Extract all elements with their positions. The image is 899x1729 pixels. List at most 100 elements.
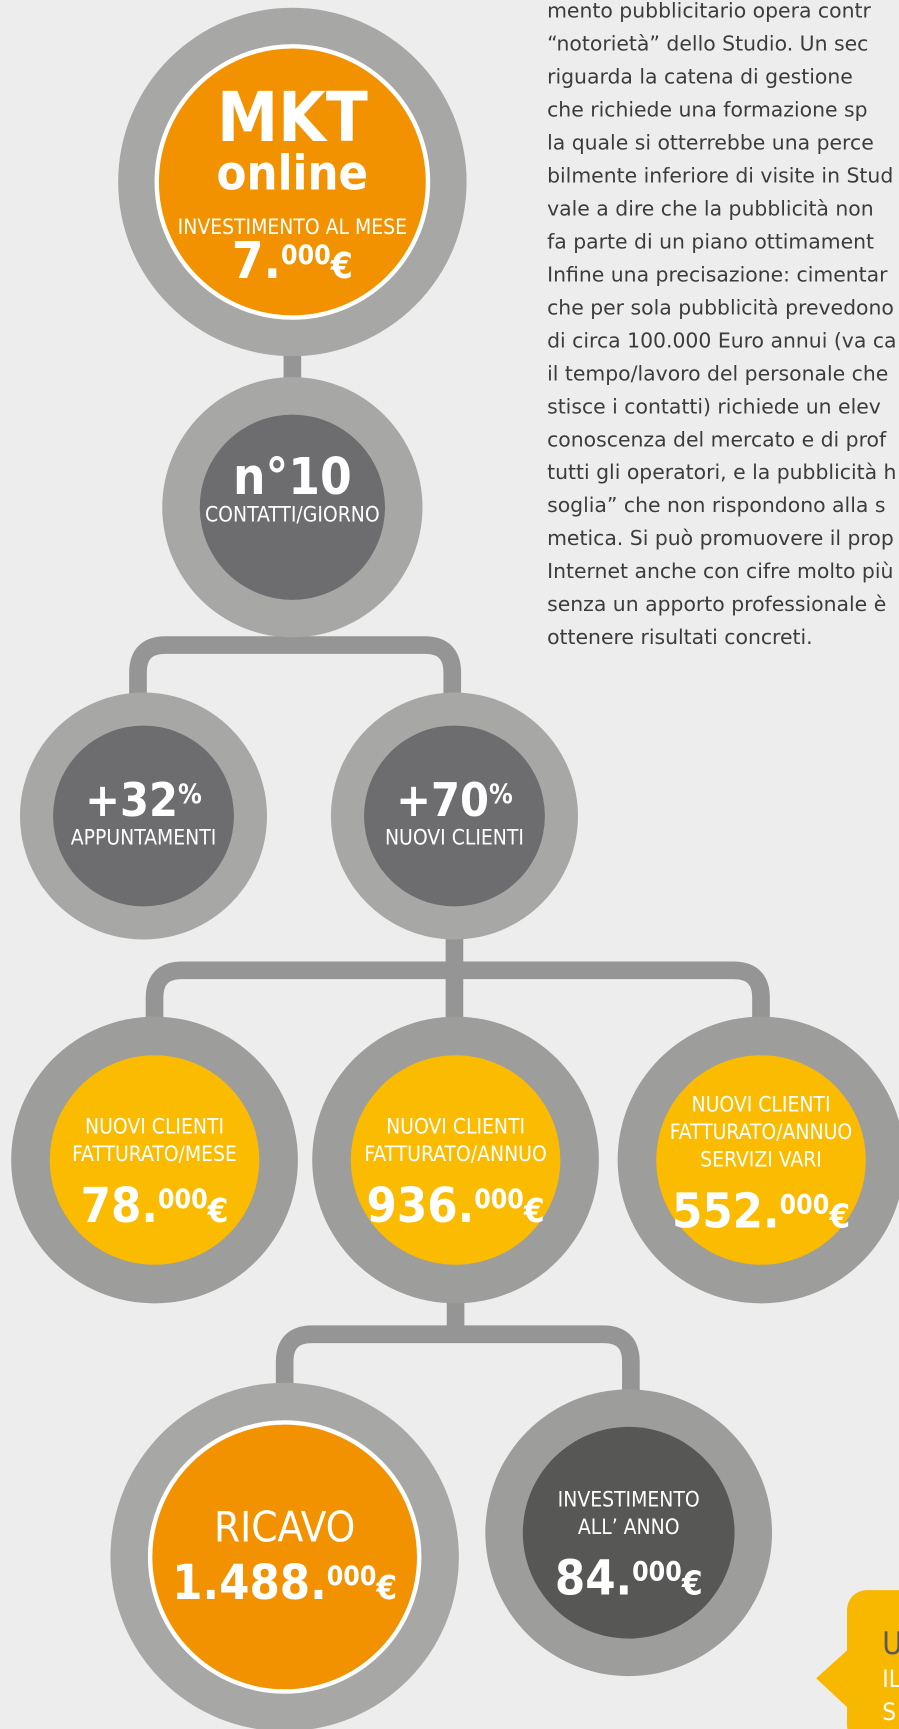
text-part: € bbox=[523, 1191, 545, 1230]
node-inner bbox=[522, 1426, 735, 1639]
paragraph-line: riguarda la catena di gestione bbox=[547, 65, 853, 89]
node-text: +70% bbox=[396, 773, 513, 827]
text-part: INVESTIMENTO bbox=[558, 1487, 700, 1511]
text-part: 000 bbox=[158, 1183, 208, 1214]
node-text: INVESTIMENTO bbox=[558, 1487, 700, 1511]
node-text: INVESTIMENTO AL MESE bbox=[178, 215, 407, 239]
node-text: SERVIZI VARI bbox=[700, 1148, 822, 1172]
node-inner bbox=[49, 1055, 260, 1265]
node-text: 552.000€ bbox=[672, 1183, 850, 1239]
text-part: FATTURATO/ANNUO bbox=[364, 1142, 546, 1166]
text-part: 000 bbox=[281, 240, 331, 271]
text-part: 84. bbox=[555, 1550, 632, 1606]
node-text: n°10 bbox=[233, 447, 352, 506]
callout-line: IL bbox=[882, 1664, 899, 1693]
text-part: € bbox=[375, 1568, 397, 1607]
text-part: NUOVI CLIENTI bbox=[692, 1093, 831, 1117]
node-text: MKT bbox=[217, 79, 368, 158]
paragraph-line: mento pubblicitario opera contr bbox=[547, 0, 871, 23]
node-inner bbox=[147, 1420, 422, 1694]
text-part: +32 bbox=[85, 773, 178, 827]
paragraph-line: Internet anche con cifre molto più bbox=[547, 559, 893, 583]
node-text: FATTURATO/MESE bbox=[72, 1142, 237, 1166]
text-part: 000 bbox=[780, 1189, 830, 1220]
text-part: FATTURATO/MESE bbox=[72, 1142, 237, 1166]
text-part: 78. bbox=[81, 1178, 158, 1234]
text-part: % bbox=[178, 779, 202, 810]
node-text: NUOVI CLIENTI bbox=[692, 1093, 831, 1117]
node-text: NUOVI CLIENTI bbox=[385, 826, 524, 850]
callout-box bbox=[847, 1590, 899, 1729]
text-part: 000 bbox=[474, 1183, 524, 1214]
callout-pointer bbox=[816, 1648, 850, 1710]
node-text: 78.000€ bbox=[81, 1178, 229, 1234]
paragraph-line: che richiede una formazione sp bbox=[547, 98, 868, 122]
callout bbox=[816, 1590, 899, 1729]
paragraph-line: senza un apporto professionale è bbox=[547, 592, 886, 616]
text-part: € bbox=[681, 1563, 703, 1602]
node-text: 84.000€ bbox=[555, 1550, 703, 1606]
paragraph-line: vale a dire che la pubblicità non bbox=[547, 196, 874, 220]
paragraph-line: tutti gli operatori, e la pubblicità h bbox=[547, 460, 896, 484]
node-inner bbox=[53, 725, 234, 907]
connector bbox=[145, 931, 770, 1026]
paragraph-line: il tempo/lavoro del personale che bbox=[547, 361, 888, 385]
node-text: FATTURATO/ANNUO bbox=[670, 1120, 852, 1144]
node-inner bbox=[364, 725, 545, 907]
text-part: online bbox=[217, 146, 369, 202]
node-text: NUOVI CLIENTI bbox=[85, 1115, 224, 1139]
paragraph-line: che per sola pubblicità prevedono bbox=[547, 295, 894, 319]
text-part: RICAVO bbox=[214, 1503, 355, 1552]
paragraph-line: soglia” che non rispondono alla s bbox=[547, 493, 885, 517]
text-part: % bbox=[489, 779, 513, 810]
text-part: CONTATTI/GIORNO bbox=[205, 503, 380, 527]
text-part: n°10 bbox=[233, 447, 352, 506]
text-part: SERVIZI VARI bbox=[700, 1148, 822, 1172]
node-text: CONTATTI/GIORNO bbox=[205, 503, 380, 527]
text-part: APPUNTAMENTI bbox=[71, 826, 217, 850]
node-text: FATTURATO/ANNUO bbox=[364, 1142, 546, 1166]
text-part: € bbox=[828, 1196, 850, 1235]
text-part: INVESTIMENTO AL MESE bbox=[178, 215, 407, 239]
node-text: +32% bbox=[85, 773, 202, 827]
node-text: 7.000€ bbox=[232, 231, 353, 290]
paragraph-line: conoscenza del mercato e di prof bbox=[547, 427, 887, 451]
node-text: RICAVO bbox=[214, 1503, 355, 1552]
paragraph-line: la quale si otterrebbe una perce bbox=[547, 131, 874, 155]
node-text: 936.000€ bbox=[367, 1178, 545, 1234]
text-part: MKT bbox=[217, 79, 368, 158]
text-part: NUOVI CLIENTI bbox=[385, 826, 524, 850]
connector bbox=[275, 1295, 640, 1395]
node-inner bbox=[656, 1055, 866, 1265]
connector bbox=[129, 628, 462, 697]
paragraph-line: metica. Si può promuovere il prop bbox=[547, 526, 894, 550]
text-part: € bbox=[207, 1191, 229, 1230]
text-part: +70 bbox=[396, 773, 489, 827]
paragraph-line: stisce i contatti) richiede un elev bbox=[547, 394, 881, 418]
text-part: NUOVI CLIENTI bbox=[386, 1115, 525, 1139]
node-text: NUOVI CLIENTI bbox=[386, 1115, 525, 1139]
text-part: NUOVI CLIENTI bbox=[85, 1115, 224, 1139]
text-part: FATTURATO/ANNUO bbox=[670, 1120, 852, 1144]
node-text: online bbox=[217, 146, 369, 202]
paragraph: mento pubblicitario opera contr “notoriet… bbox=[547, 0, 896, 649]
node-text: APPUNTAMENTI bbox=[71, 826, 217, 850]
node-inner bbox=[154, 44, 431, 320]
text-part: ALL’ ANNO bbox=[578, 1515, 680, 1539]
node-text: 1.488.000€ bbox=[172, 1555, 397, 1611]
callout-line: U bbox=[882, 1626, 899, 1662]
paragraph-line: “notorietà” dello Studio. Un sec bbox=[547, 32, 868, 56]
text-part: 552. bbox=[672, 1183, 780, 1239]
text-part: 000 bbox=[327, 1561, 377, 1592]
paragraph-line: Infine una precisazione: cimentar bbox=[547, 262, 888, 286]
text-part: 000 bbox=[632, 1556, 682, 1587]
node-inner bbox=[350, 1055, 561, 1265]
text-part: € bbox=[330, 246, 353, 287]
text-part: 936. bbox=[367, 1178, 475, 1234]
node-inner bbox=[199, 414, 385, 600]
paragraph-line: di circa 100.000 Euro annui (va ca bbox=[547, 328, 896, 352]
callout-line: S bbox=[882, 1697, 896, 1726]
